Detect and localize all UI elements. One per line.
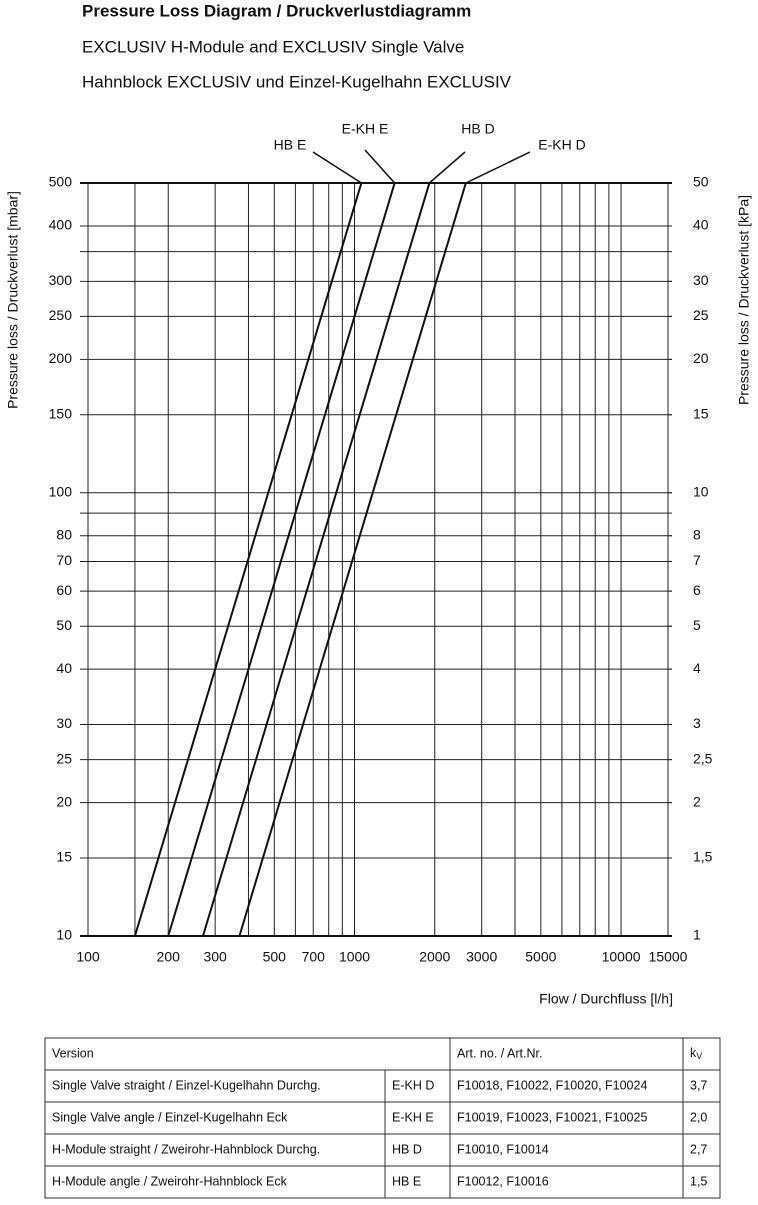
y-axis-title: Pressure loss / Druckverlust [mbar]	[5, 191, 21, 409]
series-line	[238, 182, 467, 937]
x-tick-label: 100	[76, 949, 100, 965]
series-line	[167, 182, 396, 937]
leader-line	[312, 151, 362, 184]
table-cell: 2,0	[690, 1110, 707, 1124]
table	[44, 1037, 721, 1199]
y-tick-label: 60	[56, 582, 72, 598]
y-tick-label: 25	[56, 750, 72, 766]
table-cell: 3,7	[690, 1078, 707, 1092]
y-tick-label: 150	[49, 405, 73, 421]
x-tick-label: 2000	[419, 949, 450, 965]
y-tick-label: 100	[49, 483, 73, 499]
x-tick-label: 200	[157, 949, 181, 965]
y2-tick-label: 40	[693, 217, 709, 233]
y2-tick-label: 2	[693, 793, 701, 809]
x-tick-label: 1000	[339, 949, 370, 965]
y2-tick-label: 1,5	[693, 849, 713, 865]
table-cell: Single Valve angle / Einzel-Kugelhahn Ec…	[52, 1110, 288, 1124]
x-tick-label: 10000	[602, 949, 641, 965]
table-cell: HB D	[392, 1142, 422, 1156]
y-tick-label: 80	[56, 526, 72, 542]
y2-tick-label: 30	[693, 272, 709, 288]
y2-tick-label: 25	[693, 307, 709, 323]
x-tick-label: 300	[203, 949, 227, 965]
y-tick-label: 70	[56, 552, 72, 568]
table-cell: 1,5	[690, 1174, 707, 1188]
chart-subtitle: EXCLUSIV H-Module and EXCLUSIV Single Va…	[82, 37, 464, 56]
kv-subscript: V	[696, 1051, 702, 1061]
y2-tick-label: 2,5	[693, 750, 713, 766]
table-cell: HB E	[392, 1174, 421, 1188]
table-cell: H-Module angle / Zweirohr-Hahnblock Eck	[52, 1174, 288, 1188]
x-tick-label: 700	[302, 949, 326, 965]
x-tick-label: 3000	[466, 949, 497, 965]
x-tick-label: 500	[263, 949, 287, 965]
table-cell: Single Valve straight / Einzel-Kugelhahn…	[52, 1078, 321, 1092]
y-tick-label: 300	[49, 272, 73, 288]
y2-tick-label: 10	[693, 483, 709, 499]
chart-title: Pressure Loss Diagram / Druckverlustdiag…	[82, 1, 471, 20]
table-cell: 2,7	[690, 1142, 707, 1156]
kv-symbol: k	[690, 1046, 697, 1060]
y2-tick-label: 7	[693, 552, 701, 568]
y-tick-label: 500	[49, 174, 73, 190]
y-tick-label: 400	[49, 217, 73, 233]
series-line	[202, 182, 431, 937]
y-tick-label: 50	[56, 617, 72, 633]
y-tick-label: 200	[49, 350, 73, 366]
x-axis-title: Flow / Durchfluss [l/h]	[539, 991, 673, 1007]
series-label: E-KH E	[342, 121, 389, 137]
table-header: Art. no. / Art.Nr.	[457, 1046, 542, 1060]
table-cell: H-Module straight / Zweirohr-Hahnblock D…	[52, 1142, 320, 1156]
leader-line	[465, 151, 531, 184]
series-label: HB E	[274, 137, 307, 153]
series-label: E-KH D	[538, 137, 585, 153]
leader-line	[428, 151, 466, 184]
chart-subtitle: Hahnblock EXCLUSIV und Einzel-Kugelhahn …	[82, 72, 512, 91]
y2-tick-label: 15	[693, 405, 709, 421]
y2-tick-label: 50	[693, 174, 709, 190]
y-tick-label: 15	[56, 849, 72, 865]
y-tick-label: 20	[56, 793, 72, 809]
y2-tick-label: 1	[693, 927, 701, 943]
x-tick-label: 5000	[525, 949, 556, 965]
y2-tick-label: 5	[693, 617, 701, 633]
table-header: Version	[52, 1046, 94, 1060]
y2-tick-label: 4	[693, 660, 701, 676]
y-tick-label: 250	[49, 307, 73, 323]
table-cell: E-KH E	[392, 1110, 434, 1124]
y2-tick-label: 6	[693, 582, 701, 598]
table-border	[44, 1037, 721, 1199]
leader-line	[364, 149, 396, 184]
series-line	[133, 182, 363, 937]
table-cell: F10019, F10023, F10021, F10025	[457, 1110, 647, 1124]
table-cell: F10018, F10022, F10020, F10024	[457, 1078, 647, 1092]
y2-tick-label: 3	[693, 715, 701, 731]
y2-tick-label: 20	[693, 350, 709, 366]
y2-tick-label: 8	[693, 526, 701, 542]
y2-axis-title: Pressure loss / Druckverlust [kPa]	[736, 195, 752, 405]
series-label: HB D	[461, 121, 494, 137]
table-header: kV	[690, 1046, 702, 1061]
y-tick-label: 30	[56, 715, 72, 731]
x-tick-label: 15000	[649, 949, 688, 965]
y-tick-label: 10	[56, 927, 72, 943]
table-cell: F10012, F10016	[457, 1174, 549, 1188]
y-tick-label: 40	[56, 660, 72, 676]
table-cell: E-KH D	[392, 1078, 434, 1092]
table-cell: F10010, F10014	[457, 1142, 549, 1156]
